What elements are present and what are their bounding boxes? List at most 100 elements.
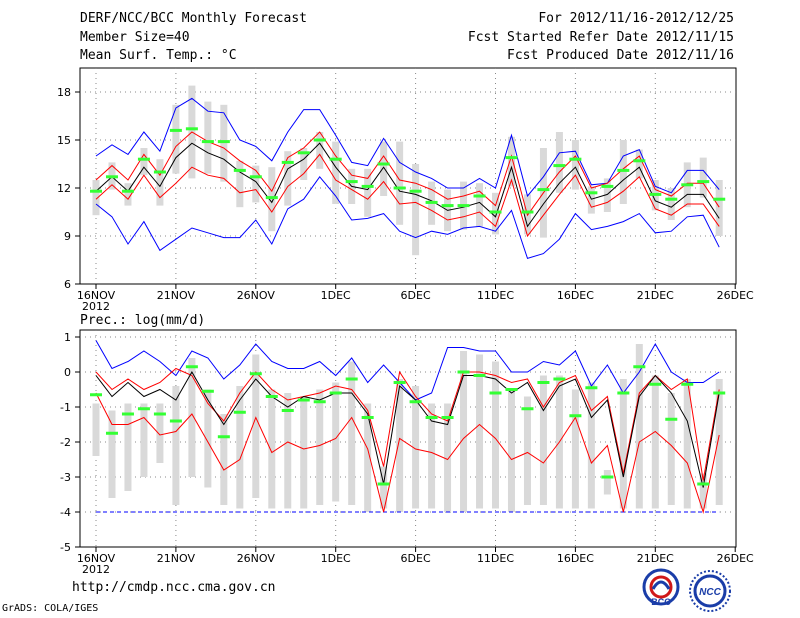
prec-marker <box>473 374 486 377</box>
prec-marker <box>105 431 118 435</box>
precip-panel-title: Prec.: log(mm/d) <box>80 313 205 328</box>
temp-marker <box>505 156 518 160</box>
temp-marker <box>217 140 230 144</box>
temp-spread-box <box>140 148 148 176</box>
temp-marker <box>297 151 310 155</box>
prec-xtick-label: 26NOV <box>237 552 276 565</box>
temp-xtick-label: 11DEC <box>477 289 514 302</box>
svg-text:NCC: NCC <box>699 587 721 598</box>
prec-xtick-label: 1DEC <box>321 552 351 565</box>
prec-spread-box <box>683 379 691 509</box>
prec-spread-box <box>204 389 212 488</box>
temp-xtick-label: 26DEC <box>717 289 754 302</box>
temp-marker <box>105 175 118 179</box>
prec-spread-box <box>428 403 436 509</box>
temp-marker <box>697 180 710 184</box>
temp-spread-box <box>316 132 324 169</box>
prec-spread-box <box>252 354 260 498</box>
forecast-period: For 2012/11/16-2012/12/25 <box>538 11 734 26</box>
prec-ytick-label: -4 <box>60 506 71 519</box>
temp-marker <box>601 184 614 188</box>
temp-marker <box>201 140 214 144</box>
prec-marker <box>505 388 518 391</box>
prec-marker <box>553 377 566 381</box>
temp-ytick-label: 9 <box>64 230 71 243</box>
prec-marker <box>617 391 630 395</box>
temp-marker <box>90 189 102 193</box>
prec-marker <box>329 391 342 395</box>
temp-spread-box <box>715 180 723 236</box>
temp-marker <box>617 168 630 172</box>
prec-spread-box <box>412 386 420 509</box>
prec-marker <box>409 400 422 404</box>
prec-spread-box <box>220 414 228 505</box>
temp-marker <box>233 168 246 172</box>
prec-spread-box <box>460 351 468 512</box>
prec-marker <box>217 435 230 439</box>
prec-marker <box>521 407 534 411</box>
temp-spread-box <box>204 101 212 174</box>
prec-xtick-label: 21NOV <box>157 552 196 565</box>
temp-marker <box>553 164 566 168</box>
temp-series-max <box>95 97 720 198</box>
prec-spread-box <box>587 382 595 509</box>
temp-marker <box>361 184 374 188</box>
prec-marker <box>153 412 166 416</box>
prec-spread-box <box>284 393 292 509</box>
temperature-panel-title: Mean Surf. Temp.: °C <box>80 48 237 63</box>
temp-marker <box>265 196 278 200</box>
prec-spread-box <box>651 375 659 509</box>
temp-marker <box>585 191 598 195</box>
temp-marker <box>489 210 502 214</box>
temp-spread-box <box>667 188 675 220</box>
temp-spread-box <box>156 159 164 206</box>
temp-spread-box <box>699 157 707 198</box>
temp-spread-box <box>124 183 132 206</box>
temp-marker <box>441 204 454 208</box>
temp-marker <box>329 157 342 161</box>
temp-marker <box>713 197 726 201</box>
temp-marker <box>393 186 406 190</box>
prec-marker <box>537 381 550 384</box>
temp-xtick-label: 6DEC <box>401 289 431 302</box>
chart-title: DERF/NCC/BCC Monthly Forecast <box>80 11 307 26</box>
prec-xtick-year: 2012 <box>82 563 110 576</box>
temp-marker <box>121 189 134 193</box>
temp-spread-box <box>236 160 244 208</box>
temp-spread-box <box>252 165 260 203</box>
prec-marker <box>297 398 310 402</box>
prec-spread-box <box>124 403 132 491</box>
prec-spread-box <box>396 379 404 512</box>
temp-marker <box>425 200 438 204</box>
source-url: http://cmdp.ncc.cma.gov.cn <box>72 580 276 595</box>
prec-marker <box>713 391 726 395</box>
temp-marker <box>345 180 358 184</box>
temp-xtick-label: 1DEC <box>321 289 351 302</box>
temp-series-min <box>95 175 720 260</box>
prec-marker <box>281 409 294 412</box>
prec-ytick-label: 0 <box>64 366 71 379</box>
temp-ytick-label: 12 <box>57 182 71 195</box>
temp-marker <box>681 183 694 187</box>
prec-xtick-label: 6DEC <box>401 552 431 565</box>
temp-spread-box <box>396 141 404 225</box>
prec-marker <box>585 386 598 390</box>
temp-marker <box>649 192 662 196</box>
prec-spread-box <box>715 379 723 505</box>
temp-spread-box <box>492 192 499 235</box>
prec-marker <box>649 382 662 386</box>
temp-marker <box>153 170 166 174</box>
temp-spread-box <box>555 132 563 193</box>
temp-spread-box <box>220 104 228 182</box>
prec-marker <box>121 412 134 416</box>
temp-spread-box <box>412 164 420 256</box>
prec-spread-box <box>332 382 340 502</box>
temp-spread-box <box>507 136 515 187</box>
prec-marker <box>489 391 502 395</box>
prec-series-max <box>95 340 720 401</box>
prec-marker <box>441 416 454 419</box>
prec-xtick-label: 16DEC <box>557 552 594 565</box>
temp-series-mean <box>95 142 720 228</box>
temp-marker <box>537 188 550 192</box>
